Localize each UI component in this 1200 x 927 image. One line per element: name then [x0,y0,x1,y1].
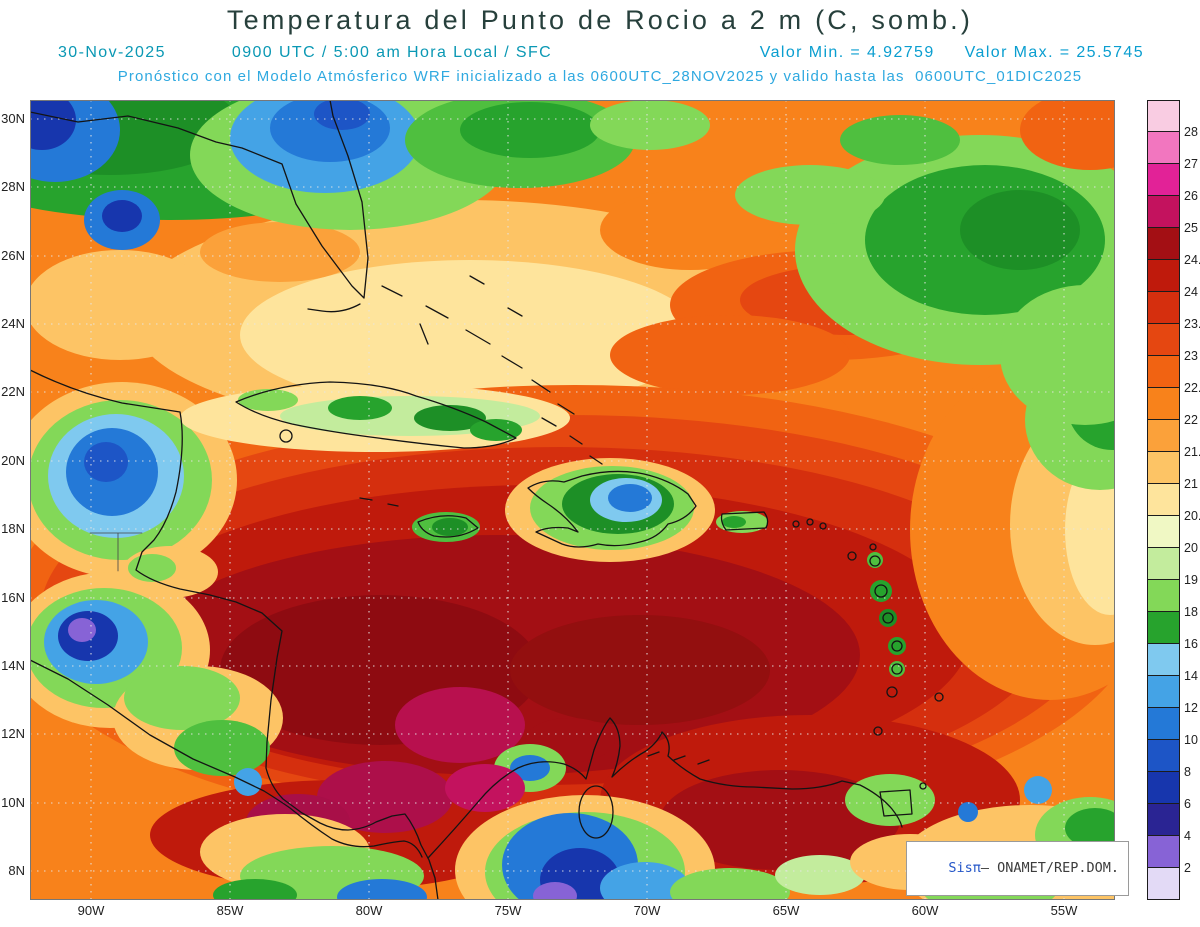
lat-label: 30N [1,111,25,126]
colorbar-cell [1147,260,1180,292]
lat-label: 8N [8,862,25,878]
dewpoint-field-map [30,100,1115,900]
colorbar-tick: 25 [1184,221,1198,235]
colorbar-cell [1147,132,1180,164]
lat-label: 14N [1,657,25,673]
colorbar-tick: 2 [1184,861,1191,875]
lon-label: 55W [1050,903,1078,918]
colorbar-cell [1147,516,1180,548]
lat-label: 28N [1,179,25,195]
colorbar-cell [1147,164,1180,196]
colorbar-cell [1147,836,1180,868]
colorbar [1147,100,1180,900]
colorbar-tick: 23 [1184,349,1198,363]
lat-label: 16N [1,589,25,605]
colorbar-tick: 20 [1184,541,1198,555]
model-info-line: Pronóstico con el Modelo Atmósferico WRF… [117,68,1083,85]
colorbar-tick: 18 [1184,605,1198,619]
colorbar-cell [1147,324,1180,356]
forecast-date: 30-Nov-2025 [58,44,166,61]
lon-label: 60W [911,903,939,918]
colorbar-tick: 19 [1184,573,1198,587]
value-min: Valor Min. = 4.92759 [759,44,935,61]
lat-label: 18N [1,521,25,537]
colorbar-tick: 10 [1184,733,1198,747]
watermark-brand: Sisπ [948,860,981,876]
subtitle-line: 30-Nov-2025 0900 UTC / 5:00 am Hora Loca… [30,44,1170,62]
colorbar-cell [1147,580,1180,612]
lat-label: 22N [1,384,25,400]
colorbar-tick: 27 [1184,157,1198,171]
lat-label: 10N [1,794,25,810]
colorbar-cell [1147,804,1180,836]
lon-label: 65W [772,903,800,918]
colorbar-tick: 24.5 [1184,253,1200,267]
grid-lines [30,100,1115,900]
colorbar-tick: 24 [1184,285,1198,299]
colorbar-tick: 21.5 [1184,445,1200,459]
colorbar-cell [1147,644,1180,676]
colorbar-tick: 22.5 [1184,381,1200,395]
colorbar-cell [1147,548,1180,580]
latitude-axis: 30N 28N 26N 24N 22N 20N 18N 16N 14N 12N 10N 8N [0,100,28,900]
lon-label: 90W [77,903,105,918]
lat-label: 20N [1,452,25,468]
colorbar-tick: 20.5 [1184,509,1200,523]
colorbar-tick: 14 [1184,669,1198,683]
colorbar-cell [1147,484,1180,516]
lon-label: 75W [494,903,522,918]
colorbar-cell [1147,708,1180,740]
colorbar-tick: 8 [1184,765,1191,779]
colorbar-tick: 21 [1184,477,1198,491]
colorbar-tick: 22 [1184,413,1198,427]
colorbar-tick: 4 [1184,829,1191,843]
colorbar-tick: 16 [1184,637,1198,651]
colorbar-tick: 12 [1184,701,1198,715]
colorbar-cell [1147,196,1180,228]
lon-label: 70W [633,903,661,918]
colorbar-cell [1147,772,1180,804]
lon-label: 80W [355,903,383,918]
colorbar-tick: 23.5 [1184,317,1200,331]
watermark-text: — ONAMET/REP.DOM. [980,860,1119,876]
lon-label: 85W [216,903,244,918]
colorbar-cell [1147,420,1180,452]
forecast-time: 0900 UTC / 5:00 am Hora Local / SFC [231,44,553,61]
lat-label: 12N [1,726,25,742]
colorbar-cell [1147,100,1180,132]
colorbar-cell [1147,740,1180,772]
colorbar-cell [1147,388,1180,420]
colorbar-cell [1147,452,1180,484]
lat-label: 24N [1,316,25,332]
page-title: Temperatura del Punto de Rocio a 2 m (C,… [226,5,974,35]
colorbar-tick: 28 [1184,125,1198,139]
lat-label: 26N [1,247,25,263]
coastlines [30,100,944,900]
colorbar-tick-labels: 2827262524.52423.52322.52221.52120.52019… [1184,100,1200,900]
map-area: Sisπ— ONAMET/REP.DOM. [30,100,1129,900]
colorbar-tick: 6 [1184,797,1191,811]
colorbar-cell [1147,292,1180,324]
longitude-axis: 90W 85W 80W 75W 70W 65W 60W 55W [30,903,1115,923]
watermark-badge: Sisπ— ONAMET/REP.DOM. [905,841,1129,896]
colorbar-cell [1147,228,1180,260]
colorbar-cell [1147,356,1180,388]
colorbar-cell [1147,676,1180,708]
colorbar-cell [1147,612,1180,644]
value-max: Valor Max. = 25.5745 [964,44,1144,61]
colorbar-tick: 26 [1184,189,1198,203]
colorbar-cell [1147,868,1180,900]
